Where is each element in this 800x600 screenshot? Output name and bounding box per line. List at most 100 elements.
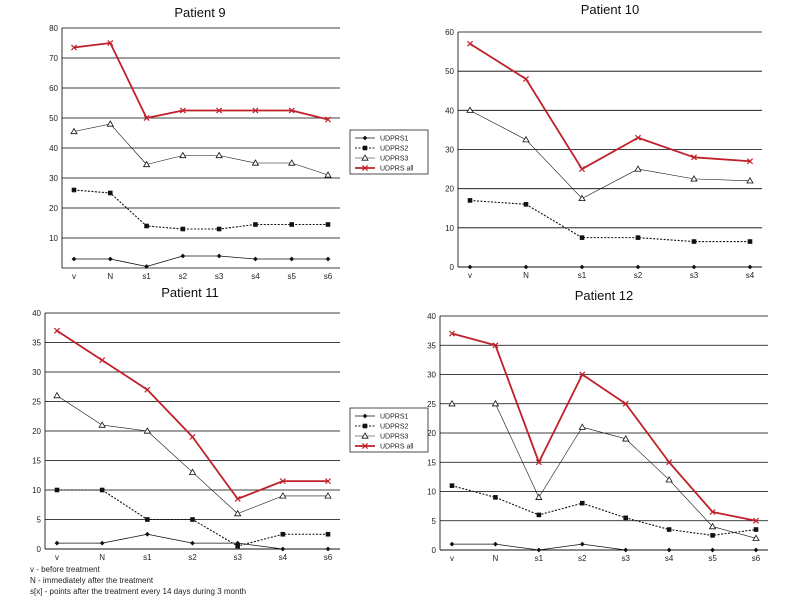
data-point xyxy=(523,264,529,270)
data-point xyxy=(449,541,455,547)
data-point xyxy=(144,531,150,537)
data-point xyxy=(578,423,586,430)
data-point xyxy=(99,540,105,546)
data-point xyxy=(690,154,698,161)
series-line-udprs1 xyxy=(74,255,328,267)
data-point xyxy=(623,515,629,521)
chart-title: Patient 11 xyxy=(161,285,219,300)
data-point xyxy=(535,459,542,466)
data-point xyxy=(280,546,286,552)
x-tick-label: s3 xyxy=(690,271,699,280)
y-tick-label: 40 xyxy=(445,106,454,115)
data-point xyxy=(635,264,641,270)
legend: UDPRS1 UDPRS2 UDPRS3 UDPRS all xyxy=(349,407,429,453)
data-point xyxy=(466,40,474,47)
data-point xyxy=(279,478,286,485)
data-point xyxy=(753,527,759,532)
data-point xyxy=(145,517,150,522)
data-point xyxy=(144,223,149,229)
x-tick-label: s4 xyxy=(746,271,755,280)
y-tick-label: 40 xyxy=(427,312,436,321)
y-tick-label: 10 xyxy=(32,486,41,495)
x-tick-label: s6 xyxy=(324,553,333,562)
y-tick-label: 5 xyxy=(432,517,437,526)
data-point xyxy=(622,435,630,442)
data-point xyxy=(325,256,331,262)
data-point xyxy=(634,134,642,141)
data-point xyxy=(466,106,474,113)
y-tick-label: 70 xyxy=(49,54,58,63)
series-line-udprs3 xyxy=(469,110,751,199)
data-point xyxy=(325,546,331,552)
data-point xyxy=(188,468,197,475)
data-point xyxy=(579,235,585,240)
data-point xyxy=(467,264,473,270)
data-point xyxy=(54,540,60,546)
data-point xyxy=(280,531,286,537)
y-tick-label: 60 xyxy=(445,28,454,37)
data-point xyxy=(107,190,113,196)
data-point xyxy=(536,547,542,553)
series-line-udprs2 xyxy=(469,199,750,243)
data-point xyxy=(251,159,260,166)
data-point xyxy=(635,235,641,240)
y-tick-label: 15 xyxy=(32,457,41,466)
data-point xyxy=(666,547,672,553)
data-point xyxy=(491,399,500,407)
series-line-udprs-all xyxy=(451,332,757,522)
legend-label: UDPRS2 xyxy=(380,146,409,153)
y-tick-label: 40 xyxy=(32,309,41,318)
data-point xyxy=(235,543,240,549)
data-point xyxy=(666,459,673,466)
series-line-udprs-all xyxy=(73,42,329,121)
data-point xyxy=(106,120,114,127)
data-point xyxy=(99,357,106,364)
data-point xyxy=(493,495,498,500)
chart-title: Patient 10 xyxy=(581,2,640,17)
y-tick-label: 30 xyxy=(427,371,436,380)
data-point xyxy=(324,478,332,485)
data-point xyxy=(288,107,295,114)
data-point xyxy=(190,517,195,522)
data-point xyxy=(324,492,332,499)
data-point xyxy=(448,330,456,337)
legend-marker xyxy=(361,154,369,161)
legend-marker xyxy=(362,413,368,419)
footnote-before: v - before treatment xyxy=(30,565,100,574)
data-point xyxy=(623,547,629,553)
x-tick-label: N xyxy=(99,553,105,562)
data-point xyxy=(179,151,187,159)
x-tick-label: s1 xyxy=(578,271,587,280)
y-tick-label: 60 xyxy=(49,84,58,93)
series-line-udprs-all xyxy=(469,42,751,170)
data-point xyxy=(752,517,760,524)
y-tick-label: 0 xyxy=(37,545,42,554)
y-tick-label: 10 xyxy=(445,224,454,233)
y-tick-label: 10 xyxy=(427,488,436,497)
data-point xyxy=(189,433,196,440)
x-tick-label: s1 xyxy=(535,554,544,563)
data-point xyxy=(492,342,499,349)
data-point xyxy=(252,107,259,114)
data-point xyxy=(522,75,530,83)
y-tick-label: 35 xyxy=(427,341,436,350)
data-point xyxy=(216,253,222,259)
data-point xyxy=(753,547,759,553)
chart-title: Patient 12 xyxy=(575,288,634,303)
data-point xyxy=(666,527,672,532)
x-tick-label: s4 xyxy=(665,554,674,563)
y-tick-label: 30 xyxy=(32,368,41,377)
legend-label: UDPRS all xyxy=(380,166,414,173)
data-point xyxy=(142,160,151,168)
series-line-udprs3 xyxy=(56,395,328,514)
x-tick-label: s5 xyxy=(708,554,717,563)
x-tick-label: s1 xyxy=(143,553,152,562)
x-tick-label: v xyxy=(55,553,59,562)
y-tick-label: 80 xyxy=(49,24,58,33)
x-tick-label: s2 xyxy=(188,553,197,562)
data-point xyxy=(493,541,498,547)
data-point xyxy=(709,508,716,515)
legend-label: UDPRS3 xyxy=(380,434,409,441)
